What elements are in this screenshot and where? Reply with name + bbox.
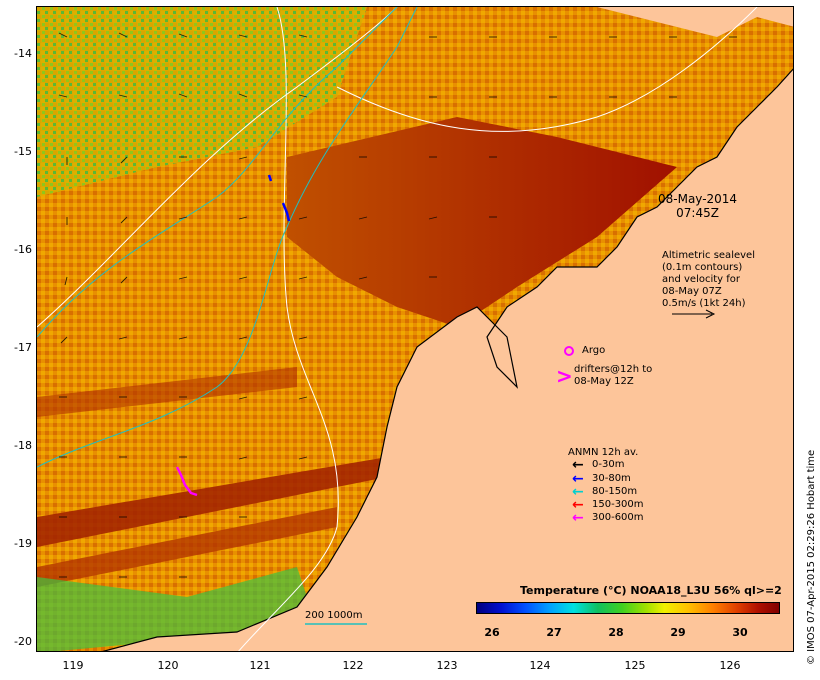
- bathy-legend-line: [305, 623, 367, 625]
- y-tick-label: -19: [14, 537, 32, 550]
- credit-text: © IMOS 07-Apr-2015 02:29:26 Hobart time: [806, 449, 817, 665]
- warm-band-2: [37, 507, 337, 587]
- x-tick-label: 125: [624, 659, 646, 672]
- bathy-contour-200: [37, 7, 418, 468]
- land-mass: [104, 7, 793, 651]
- sst-map-canvas: [37, 7, 793, 651]
- warm-tongue: [287, 117, 677, 327]
- velocity-scale-arrow: [672, 309, 716, 319]
- altimetry-line: (0.1m contours): [662, 262, 743, 273]
- anmn-arrow-icon: ←: [572, 457, 584, 473]
- altimetry-line: Altimetric sealevel: [662, 250, 755, 261]
- altimetry-line: 0.5m/s (1kt 24h): [662, 298, 746, 309]
- x-tick-label: 120: [157, 659, 179, 672]
- y-tick-label: -20: [14, 635, 32, 648]
- altimetry-legend: Altimetric sealevel (0.1m contours) and …: [662, 250, 755, 310]
- colorbar-title: Temperature (°C) NOAA18_L3U 56% ql>=2: [520, 584, 782, 597]
- y-tick-label: -17: [14, 341, 32, 354]
- colorbar: [476, 602, 780, 614]
- map-timestamp: 08-May-2014 07:45Z: [658, 192, 737, 220]
- altimetry-line: 08-May 07Z: [662, 286, 722, 297]
- y-tick-label: -18: [14, 439, 32, 452]
- drifter-track-magenta: [175, 466, 198, 497]
- drifters-line: drifters@12h to: [574, 364, 653, 375]
- drifters-line: 08-May 12Z: [574, 376, 634, 387]
- anmn-legend-label: 300-600m: [592, 512, 644, 523]
- velocity-arrows: [58, 32, 737, 578]
- y-tick-label: -14: [14, 47, 32, 60]
- anmn-arrow-icon: ←: [572, 497, 584, 513]
- warm-band-3: [37, 367, 297, 417]
- sealevel-contour-3: [336, 7, 758, 132]
- colorbar-tick: 27: [546, 626, 562, 639]
- timestamp-date: 08-May-2014: [658, 192, 738, 206]
- colorbar-tick: 30: [732, 626, 748, 639]
- x-tick-label: 122: [342, 659, 364, 672]
- anmn-arrow-icon: ←: [572, 510, 584, 526]
- y-tick-label: -15: [14, 145, 32, 158]
- drifters-legend: drifters@12h to 08-May 12Z: [574, 364, 652, 388]
- anmn-legend-label: 30-80m: [592, 473, 631, 484]
- y-tick-label: -16: [14, 243, 32, 256]
- colorbar-tick: 28: [608, 626, 624, 639]
- timestamp-time: 07:45Z: [676, 206, 719, 220]
- x-tick-label: 124: [529, 659, 551, 672]
- argo-marker-icon: [564, 346, 574, 356]
- anmn-arrow-icon: ←: [572, 484, 584, 500]
- sealevel-contour-2: [238, 7, 339, 651]
- anmn-arrow-icon: ←: [572, 471, 584, 487]
- sealevel-contour-1: [37, 7, 398, 328]
- anmn-legend-title: ANMN 12h av.: [568, 447, 639, 458]
- anmn-legend-label: 0-30m: [592, 459, 625, 470]
- colorbar-tick: 26: [484, 626, 500, 639]
- argo-label: Argo: [582, 345, 606, 356]
- bathy-legend-label: 200 1000m: [305, 610, 363, 621]
- x-tick-label: 119: [62, 659, 84, 672]
- altimetry-line: and velocity for: [662, 274, 741, 285]
- drifter-track-blue: [267, 174, 291, 222]
- drifter-chevron-icon: >: [556, 364, 573, 388]
- x-tick-label: 126: [719, 659, 741, 672]
- bathy-contour-1000: [37, 7, 398, 338]
- anmn-legend-label: 150-300m: [592, 499, 644, 510]
- colorbar-tick: 29: [670, 626, 686, 639]
- x-tick-label: 123: [436, 659, 458, 672]
- anmn-legend-label: 80-150m: [592, 486, 638, 497]
- x-tick-label: 121: [249, 659, 271, 672]
- warm-band-1: [37, 457, 387, 547]
- coastline: [102, 68, 793, 651]
- sst-map[interactable]: [36, 6, 794, 652]
